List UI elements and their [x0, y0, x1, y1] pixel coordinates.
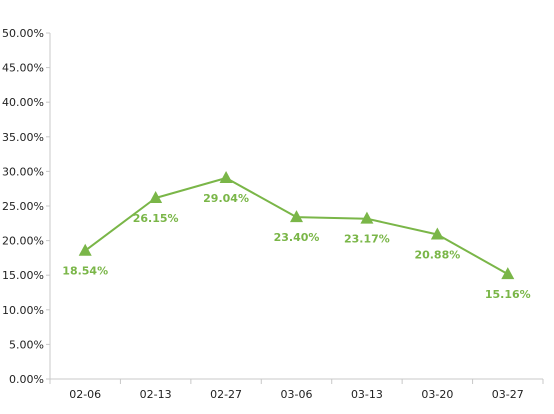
series-layer: 18.54% 26.15% 29.04% 23.40% 23.17% 20.88% 15.1…	[62, 171, 531, 301]
data-label: 15.16%	[485, 288, 531, 301]
x-tick-label: 03-13	[351, 388, 383, 401]
x-tick-label: 02-27	[210, 388, 242, 401]
data-label: 26.15%	[133, 212, 179, 225]
data-point-marker	[78, 243, 92, 256]
x-tick-label: 02-06	[69, 388, 101, 401]
y-tick-label: 45.00%	[2, 62, 44, 75]
data-point-marker	[149, 191, 163, 204]
x-tick-label: 03-06	[281, 388, 313, 401]
y-tick-label: 35.00%	[2, 131, 44, 144]
y-tick-label: 25.00%	[2, 200, 44, 213]
y-tick-label: 50.00%	[2, 27, 44, 40]
data-label: 23.40%	[274, 231, 320, 244]
data-label: 23.17%	[344, 233, 390, 246]
y-axis: 0.00% 5.00% 10.00% 15.00% 20.00% 25.00% 30.00%…	[2, 27, 51, 386]
data-point-marker	[501, 267, 515, 280]
y-tick-label: 10.00%	[2, 304, 44, 317]
data-point-marker	[290, 210, 303, 223]
y-tick-label: 5.00%	[9, 338, 44, 351]
data-point-marker	[219, 171, 233, 184]
y-tick-label: 15.00%	[2, 269, 44, 282]
y-tick-label: 0.00%	[9, 373, 44, 386]
data-label: 29.04%	[203, 192, 249, 205]
x-tick-label: 03-27	[492, 388, 524, 401]
data-point-marker	[360, 211, 374, 224]
y-tick-label: 40.00%	[2, 96, 44, 109]
data-label: 20.88%	[414, 249, 460, 262]
x-axis: 02-06 02-13 02-27 03-06 03-13 03-20 03-27	[49, 378, 544, 401]
y-tick-label: 20.00%	[2, 235, 44, 248]
data-point-marker	[430, 227, 444, 240]
x-tick-label: 03-20	[421, 388, 453, 401]
x-tick-label: 02-13	[140, 388, 172, 401]
y-tick-label: 30.00%	[2, 165, 44, 178]
data-label: 18.54%	[62, 265, 108, 278]
